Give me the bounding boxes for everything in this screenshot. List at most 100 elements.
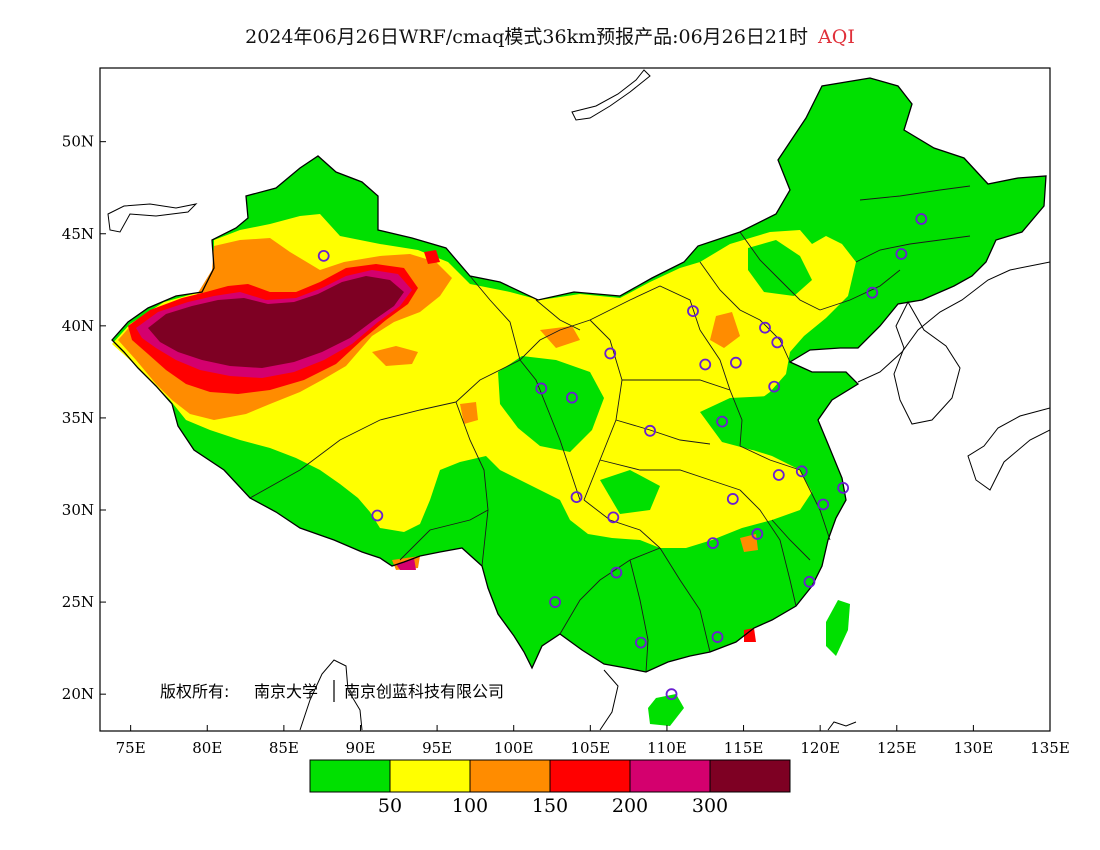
station-marker <box>687 305 699 318</box>
lon-tick-label: 100E <box>494 739 534 757</box>
latitude-axis: 50N 45N 40N 35N 30N 25N 20N <box>62 133 106 703</box>
legend-label: 100 <box>452 795 488 817</box>
title-main: 2024年06月26日WRF/cmaq模式36km预报产品:06月26日21时 <box>245 26 809 48</box>
legend-swatch-very-unhealthy <box>629 759 711 793</box>
station-marker <box>634 636 647 649</box>
province-boundaries <box>249 185 971 673</box>
region-aqi-sensitive-patch <box>372 346 418 366</box>
station-marker <box>768 380 781 393</box>
coastline-baikal <box>571 69 651 121</box>
lon-tick-label: 130E <box>954 739 994 757</box>
lat-tick-label: 35N <box>62 409 94 427</box>
lon-tick-label: 125E <box>877 739 917 757</box>
lat-tick-label: 30N <box>62 501 94 519</box>
station-marker <box>665 688 678 701</box>
region-hainan <box>648 694 684 726</box>
station-marker <box>549 596 561 608</box>
station-marker <box>837 481 850 494</box>
copyright-org2: 南京创蓝科技有限公司 <box>344 682 504 701</box>
station-marker <box>607 511 620 524</box>
region-aqi-good-patch <box>748 240 812 296</box>
coastline-japan <box>967 407 1050 491</box>
region-aqi-good-patch <box>600 470 660 514</box>
lat-tick-label: 40N <box>62 317 94 335</box>
copyright-prefix: 版权所有: <box>160 682 229 701</box>
lat-tick-label: 25N <box>62 593 94 611</box>
longitude-axis: 75E 80E 85E 90E 95E 100E 105E 110E 115E 120E 125E 1… <box>116 725 1070 757</box>
region-aqi-sensitive-patch <box>460 402 478 424</box>
lat-tick-label: 50N <box>62 133 94 151</box>
station-marker <box>817 498 830 511</box>
region-taiwan <box>826 600 850 656</box>
station-marker <box>707 537 719 550</box>
station-marker <box>610 566 623 579</box>
station-marker <box>759 321 771 334</box>
region-aqi-sensitive-patch <box>540 326 580 348</box>
station-marker <box>866 286 879 299</box>
lon-tick-label: 90E <box>345 739 375 757</box>
legend-label: 50 <box>378 795 402 817</box>
station-marker <box>795 465 808 478</box>
station-marker <box>317 249 330 262</box>
legend-label: 150 <box>532 795 568 817</box>
title-variable: AQI <box>818 26 855 48</box>
map-frame <box>99 67 1051 732</box>
legend-swatch-good <box>309 759 391 793</box>
coastline-korea-japan <box>857 261 1050 383</box>
coastline-kazakh-lake <box>107 203 198 233</box>
coastline-philippines <box>827 721 857 731</box>
lon-tick-label: 75E <box>116 739 146 757</box>
copyright-org1: 南京大学 <box>254 682 318 701</box>
station-marker <box>711 631 724 643</box>
legend-swatch-unhealthy-sensitive <box>469 759 551 793</box>
legend-swatch-hazardous <box>709 759 791 793</box>
station-markers <box>317 213 928 701</box>
map-title: 2024年06月26日WRF/cmaq模式36km预报产品:06月26日21时 A… <box>0 22 1100 49</box>
station-marker <box>803 575 816 588</box>
lon-tick-label: 105E <box>571 739 611 757</box>
station-marker <box>570 491 583 504</box>
lon-tick-label: 85E <box>269 739 299 757</box>
legend-label: 300 <box>692 795 728 817</box>
region-aqi-very-unhealthy-patch <box>396 558 416 570</box>
region-aqi-unhealthy-patch <box>744 628 756 642</box>
aqi-legend: 50 100 150 200 300 <box>309 759 791 817</box>
region-aqi-sensitive-patch <box>710 312 740 348</box>
station-marker <box>716 415 728 428</box>
region-aqi-unhealthy-patch <box>424 250 440 264</box>
lat-tick-label: 45N <box>62 225 94 243</box>
station-marker <box>699 358 712 371</box>
legend-swatch-moderate <box>389 759 471 793</box>
station-marker <box>915 213 928 225</box>
region-aqi-good-patch <box>700 396 786 450</box>
legend-swatch-unhealthy <box>549 759 631 793</box>
lon-tick-label: 80E <box>192 739 222 757</box>
station-marker <box>644 424 656 437</box>
lat-tick-label: 20N <box>62 685 94 703</box>
region-aqi-hazardous <box>148 276 404 368</box>
station-marker <box>895 248 908 260</box>
station-marker <box>726 493 739 505</box>
station-marker <box>729 356 742 369</box>
lon-tick-label: 110E <box>647 739 687 757</box>
station-marker <box>751 528 764 540</box>
legend-label: 200 <box>612 795 648 817</box>
lon-tick-label: 135E <box>1030 739 1070 757</box>
coastline-bay-of-bengal <box>299 659 363 731</box>
lon-tick-label: 95E <box>422 739 452 757</box>
station-marker <box>771 336 784 349</box>
coastline-indochina <box>599 669 619 731</box>
national-border <box>111 77 1047 673</box>
station-marker <box>772 469 785 481</box>
coastline-korea <box>893 300 961 425</box>
station-marker <box>535 382 548 395</box>
lon-tick-label: 115E <box>724 739 764 757</box>
region-aqi-sensitive-patch <box>740 534 758 552</box>
region-aqi-good-patch <box>498 356 604 452</box>
station-marker <box>371 509 384 522</box>
lon-tick-label: 120E <box>800 739 840 757</box>
map-content: 版权所有: 南京大学 南京创蓝科技有限公司 <box>107 69 1050 731</box>
station-marker <box>604 347 617 360</box>
station-marker <box>566 391 578 404</box>
